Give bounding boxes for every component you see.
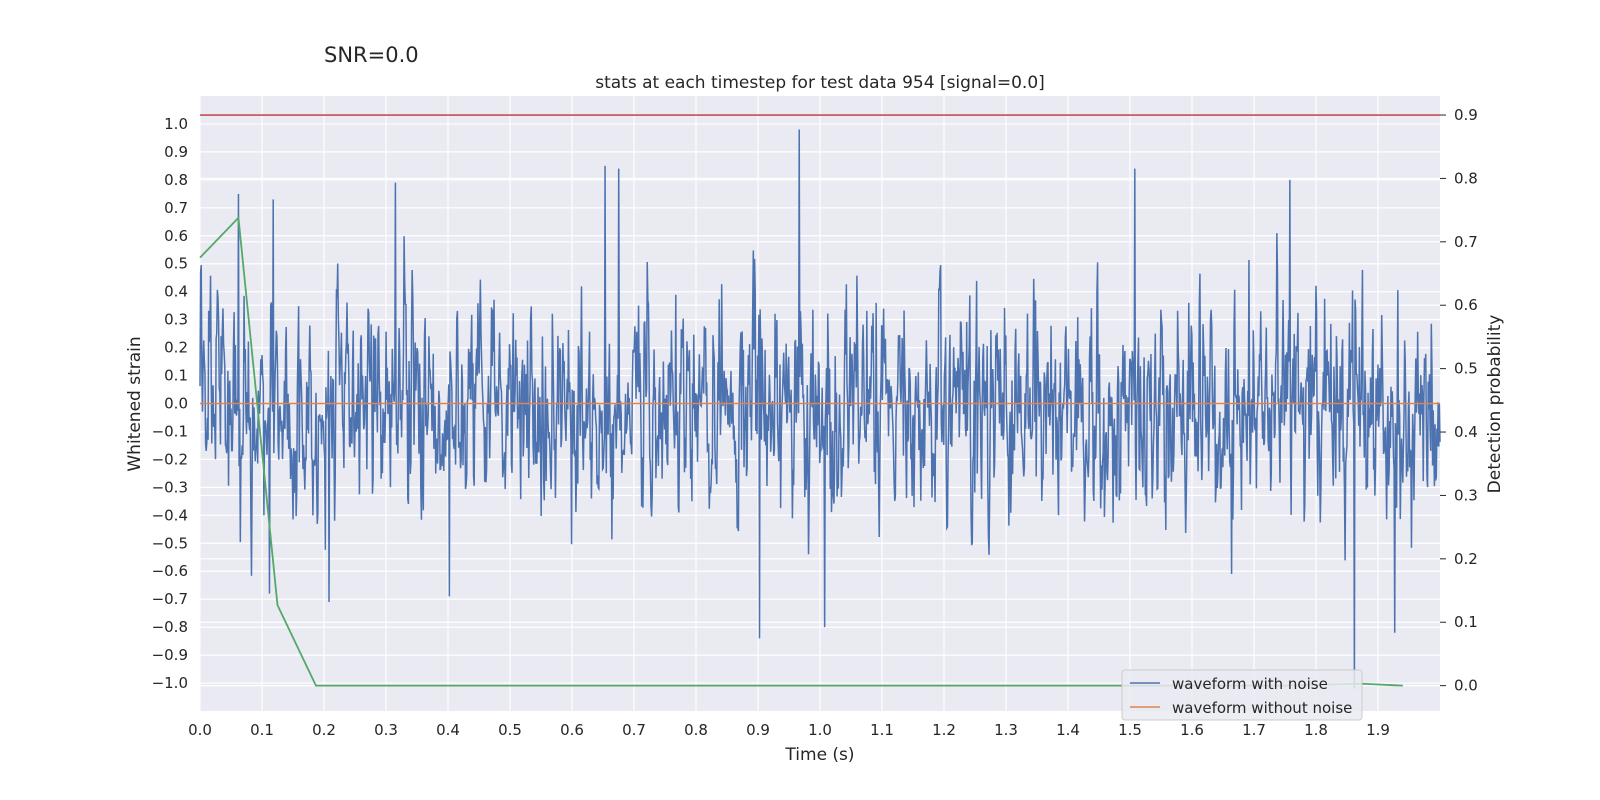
y-tick-label: 0.8 bbox=[164, 171, 188, 189]
legend-item-noise: waveform with noise bbox=[1172, 675, 1328, 693]
x-tick-label: 0.3 bbox=[374, 721, 398, 739]
y-tick-label: 0.0 bbox=[164, 395, 188, 413]
y-axis-right: 0.9 0.8 0.7 0.6 0.5 0.4 0.3 0.2 0.1 0.0 bbox=[1440, 106, 1478, 695]
y-right-tick-label: 0.7 bbox=[1454, 233, 1478, 251]
y-tick-label: −0.1 bbox=[152, 422, 188, 440]
x-tick-label: 1.5 bbox=[1118, 721, 1142, 739]
y-right-tick-label: 0.4 bbox=[1454, 423, 1478, 441]
y-right-tick-label: 0.9 bbox=[1454, 106, 1478, 124]
y-tick-label: 0.2 bbox=[164, 339, 188, 357]
x-tick-label: 1.6 bbox=[1180, 721, 1204, 739]
y-tick-label: 0.7 bbox=[164, 199, 188, 217]
x-tick-label: 0.9 bbox=[746, 721, 770, 739]
y-tick-label: −0.4 bbox=[152, 506, 188, 524]
y-tick-label: 0.3 bbox=[164, 311, 188, 329]
y-tick-label: −0.2 bbox=[152, 450, 188, 468]
y-axis-right-label: Detection probability bbox=[1485, 315, 1505, 494]
legend-item-clean: waveform without noise bbox=[1172, 699, 1352, 717]
y-right-tick-label: 0.8 bbox=[1454, 169, 1478, 187]
x-axis-label: Time (s) bbox=[784, 745, 854, 765]
x-tick-label: 1.4 bbox=[1056, 721, 1080, 739]
y-tick-label: −0.6 bbox=[152, 562, 188, 580]
x-tick-label: 1.8 bbox=[1304, 721, 1328, 739]
y-right-tick-label: 0.1 bbox=[1454, 613, 1478, 631]
y-axis-left: 1.0 0.9 0.8 0.7 0.6 0.5 0.4 0.3 0.2 0.1 0.0 −0.1 −0.… bbox=[152, 115, 188, 692]
x-tick-label: 1.3 bbox=[994, 721, 1018, 739]
y-axis-label: Whitened strain bbox=[125, 336, 145, 471]
x-tick-label: 0.2 bbox=[312, 721, 336, 739]
y-right-tick-label: 0.0 bbox=[1454, 677, 1478, 695]
y-tick-label: −0.5 bbox=[152, 534, 188, 552]
x-tick-label: 0.0 bbox=[188, 721, 212, 739]
y-tick-label: −0.8 bbox=[152, 618, 188, 636]
x-tick-label: 0.5 bbox=[498, 721, 522, 739]
legend: waveform with noise waveform without noi… bbox=[1121, 669, 1363, 721]
x-tick-label: 0.4 bbox=[436, 721, 460, 739]
y-tick-label: 0.9 bbox=[164, 143, 188, 161]
x-tick-label: 1.0 bbox=[808, 721, 832, 739]
y-right-tick-label: 0.2 bbox=[1454, 550, 1478, 568]
x-tick-label: 0.6 bbox=[560, 721, 584, 739]
y-tick-label: 0.6 bbox=[164, 227, 188, 245]
y-tick-label: −0.9 bbox=[152, 646, 188, 664]
y-tick-label: 1.0 bbox=[164, 115, 188, 133]
series-waveform-with-noise bbox=[199, 129, 1441, 689]
x-tick-label: 1.9 bbox=[1366, 721, 1390, 739]
snr-label: SNR=0.0 bbox=[324, 43, 419, 67]
x-tick-label: 0.1 bbox=[250, 721, 274, 739]
x-tick-label: 0.7 bbox=[622, 721, 646, 739]
y-tick-label: 0.1 bbox=[164, 367, 188, 385]
y-right-tick-label: 0.3 bbox=[1454, 486, 1478, 504]
y-tick-label: −0.7 bbox=[152, 590, 188, 608]
chart-title: stats at each timestep for test data 954… bbox=[595, 73, 1045, 93]
noise-line bbox=[199, 129, 1441, 689]
x-tick-label: 1.1 bbox=[870, 721, 894, 739]
x-tick-label: 1.7 bbox=[1242, 721, 1266, 739]
x-tick-label: 0.8 bbox=[684, 721, 708, 739]
y-tick-label: −0.3 bbox=[152, 478, 188, 496]
y-tick-label: 0.5 bbox=[164, 255, 188, 273]
y-tick-label: 0.4 bbox=[164, 283, 188, 301]
x-tick-label: 1.2 bbox=[932, 721, 956, 739]
y-right-tick-label: 0.6 bbox=[1454, 296, 1478, 314]
y-tick-label: −1.0 bbox=[152, 674, 188, 692]
x-axis: 0.0 0.1 0.2 0.3 0.4 0.5 0.6 0.7 0.8 0.9 1.0 1.1 1.2 1… bbox=[188, 721, 1390, 739]
legend-box bbox=[1121, 669, 1363, 721]
y-right-tick-label: 0.5 bbox=[1454, 360, 1478, 378]
